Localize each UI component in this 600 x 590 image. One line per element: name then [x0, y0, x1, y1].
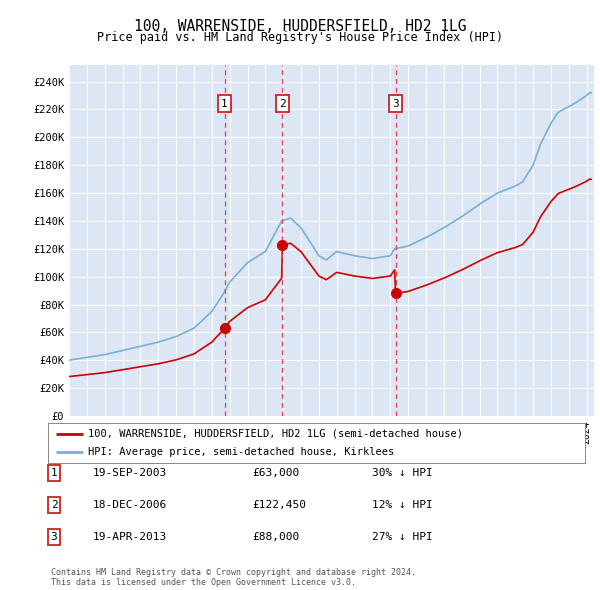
Text: £63,000: £63,000 [252, 468, 299, 478]
Text: 1: 1 [50, 468, 58, 478]
Text: 27% ↓ HPI: 27% ↓ HPI [372, 532, 433, 542]
Text: £88,000: £88,000 [252, 532, 299, 542]
Text: £122,450: £122,450 [252, 500, 306, 510]
Text: 2: 2 [279, 99, 286, 109]
Text: 18-DEC-2006: 18-DEC-2006 [93, 500, 167, 510]
Text: 100, WARRENSIDE, HUDDERSFIELD, HD2 1LG: 100, WARRENSIDE, HUDDERSFIELD, HD2 1LG [134, 19, 466, 34]
Text: 2: 2 [50, 500, 58, 510]
Text: 30% ↓ HPI: 30% ↓ HPI [372, 468, 433, 478]
Text: 3: 3 [392, 99, 399, 109]
Text: 1: 1 [221, 99, 228, 109]
Text: 3: 3 [50, 532, 58, 542]
Text: Contains HM Land Registry data © Crown copyright and database right 2024.
This d: Contains HM Land Registry data © Crown c… [51, 568, 416, 587]
Text: 19-APR-2013: 19-APR-2013 [93, 532, 167, 542]
Text: HPI: Average price, semi-detached house, Kirklees: HPI: Average price, semi-detached house,… [88, 447, 395, 457]
Text: 19-SEP-2003: 19-SEP-2003 [93, 468, 167, 478]
Text: Price paid vs. HM Land Registry's House Price Index (HPI): Price paid vs. HM Land Registry's House … [97, 31, 503, 44]
Text: 100, WARRENSIDE, HUDDERSFIELD, HD2 1LG (semi-detached house): 100, WARRENSIDE, HUDDERSFIELD, HD2 1LG (… [88, 429, 463, 439]
Text: 12% ↓ HPI: 12% ↓ HPI [372, 500, 433, 510]
